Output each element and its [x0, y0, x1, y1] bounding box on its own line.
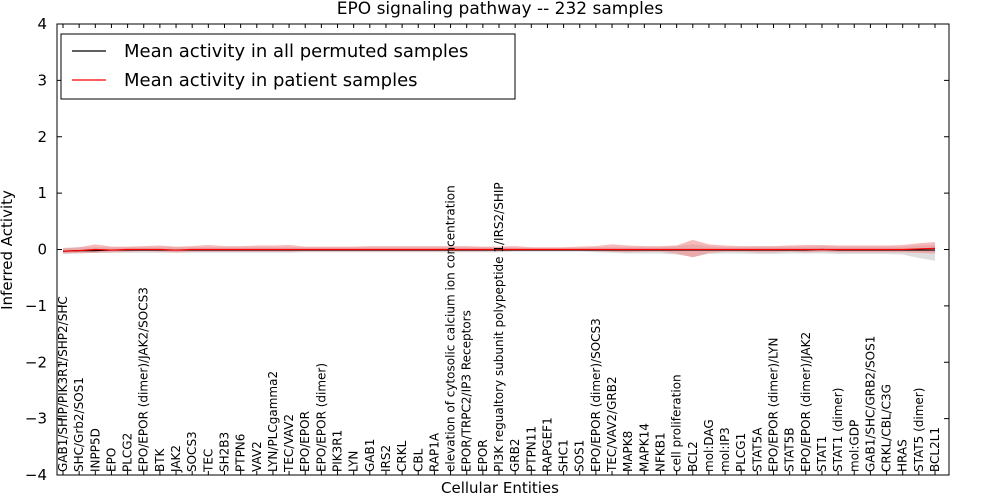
x-tick-label: CRKL/CBL/C3G	[880, 384, 894, 472]
x-axis-label: Cellular Entities	[441, 479, 559, 497]
x-tick-label: PLCG1	[734, 433, 748, 472]
x-tick-label: TEC/VAV2	[282, 414, 296, 473]
y-tick-label: 4	[37, 15, 47, 33]
series-lines	[62, 247, 936, 252]
x-tick-label: EPO/EPOR	[298, 411, 312, 472]
x-tick-label: SHC1	[557, 439, 571, 472]
y-tick-label: −4	[25, 466, 47, 484]
band-patient	[63, 239, 935, 258]
x-tick-label: GRB2	[508, 438, 522, 472]
y-tick-label: 3	[37, 71, 47, 89]
x-tick-label: STAT1	[815, 436, 829, 472]
y-tick-label: −2	[25, 353, 47, 371]
legend-label-permuted: Mean activity in all permuted samples	[124, 41, 468, 62]
x-tick-label: GAB1	[363, 439, 377, 472]
x-tick-label: PI3K regualtory subunit polypeptide 1/IR…	[492, 182, 506, 472]
x-tick-label: LYN/PLCgamma2	[266, 371, 280, 472]
x-tick-label: EPO/EPOR (dimer)/SOCS3	[589, 318, 603, 472]
x-tick-label: MAPK14	[637, 423, 651, 472]
x-tick-label: VAV2	[250, 441, 264, 472]
x-tick-label: EPO/EPOR (dimer)/LYN	[767, 338, 781, 472]
x-tick-label: EPO	[104, 448, 118, 472]
x-tick-label: mol:DAG	[702, 419, 716, 472]
x-tick-label: INPP5D	[88, 428, 102, 472]
x-tick-label: BCL2	[686, 441, 700, 472]
y-tick-label: 0	[37, 241, 47, 259]
x-tick-label: STAT5 (dimer)	[912, 388, 926, 472]
x-tick-label: SH2B3	[217, 432, 231, 472]
y-tick-label: −3	[25, 410, 47, 428]
x-tick-label: STAT5B	[783, 428, 797, 473]
x-tick-label: NFKB1	[653, 432, 667, 472]
x-tick-label: GAB1/SHIP/PIK3R1/SHP2/SHC	[56, 296, 70, 472]
x-tick-label: EPOR	[476, 439, 490, 472]
x-tick-label: PTPN6	[234, 434, 248, 472]
x-tick-label: TEC/VAV2/GRB2	[605, 376, 619, 473]
y-tick-label: 2	[37, 128, 47, 146]
x-tick-label: mol:GDP	[847, 420, 861, 472]
x-tick-label: PLCG2	[121, 433, 135, 472]
x-tick-label: STAT1 (dimer)	[831, 388, 845, 472]
x-tick-label: PTPN11	[524, 426, 538, 472]
x-tick-label: EPOR/TRPC2/IP3 Receptors	[460, 310, 474, 472]
legend-box	[60, 33, 516, 100]
x-tick-label: EPO/EPOR (dimer)	[314, 363, 328, 472]
chart-title: EPO signaling pathway -- 232 samples	[337, 0, 664, 19]
x-tick-label: STAT5A	[750, 427, 764, 472]
x-tick-label: MAPK8	[621, 431, 635, 472]
x-tick-label: SOCS3	[185, 431, 199, 472]
line-patient	[62, 247, 936, 252]
y-tick-label: 1	[37, 184, 47, 202]
x-tick-label: RAP1A	[427, 432, 441, 472]
legend: Mean activity in all permuted samples Me…	[60, 33, 516, 100]
x-axis: GAB1/SHIP/PIK3R1/SHP2/SHC SHC/Grb2/SOS1 IN…	[56, 24, 942, 475]
y-axis: −4 −3 −2 −1 0 1 2 3 4	[25, 15, 949, 484]
legend-label-patient: Mean activity in patient samples	[124, 70, 418, 91]
x-tick-label: GAB1/SHC/GRB2/SOS1	[863, 336, 877, 472]
x-tick-label: TEC	[201, 449, 215, 473]
x-tick-label: EPO/EPOR (dimer)/JAK2/SOCS3	[137, 287, 151, 472]
x-tick-label: CBL	[411, 448, 425, 472]
x-tick-label: SHC/Grb2/SOS1	[72, 377, 86, 472]
confidence-bands	[63, 239, 935, 261]
x-tick-label: CRKL	[395, 440, 409, 472]
x-tick-label: IRS2	[379, 445, 393, 472]
x-tick-label: cell proliferation	[670, 374, 684, 472]
x-tick-label: SOS1	[573, 440, 587, 472]
x-tick-label: mol:IP3	[718, 427, 732, 472]
x-tick-label: EPO/EPOR (dimer)/JAK2	[799, 332, 813, 472]
x-tick-label: JAK2	[169, 445, 183, 473]
x-tick-label: HRAS	[896, 439, 910, 472]
y-tick-label: −1	[25, 297, 47, 315]
y-axis-label: Inferred Activity	[0, 190, 16, 310]
x-tick-label: LYN	[347, 451, 361, 472]
x-tick-label: elevation of cytosolic calcium ion conce…	[444, 185, 458, 472]
x-tick-label: BTK	[153, 447, 167, 472]
x-tick-label: BCL2L1	[928, 427, 942, 472]
x-tick-label: RAPGEF1	[540, 417, 554, 472]
x-tick-label: PIK3R1	[331, 430, 345, 472]
